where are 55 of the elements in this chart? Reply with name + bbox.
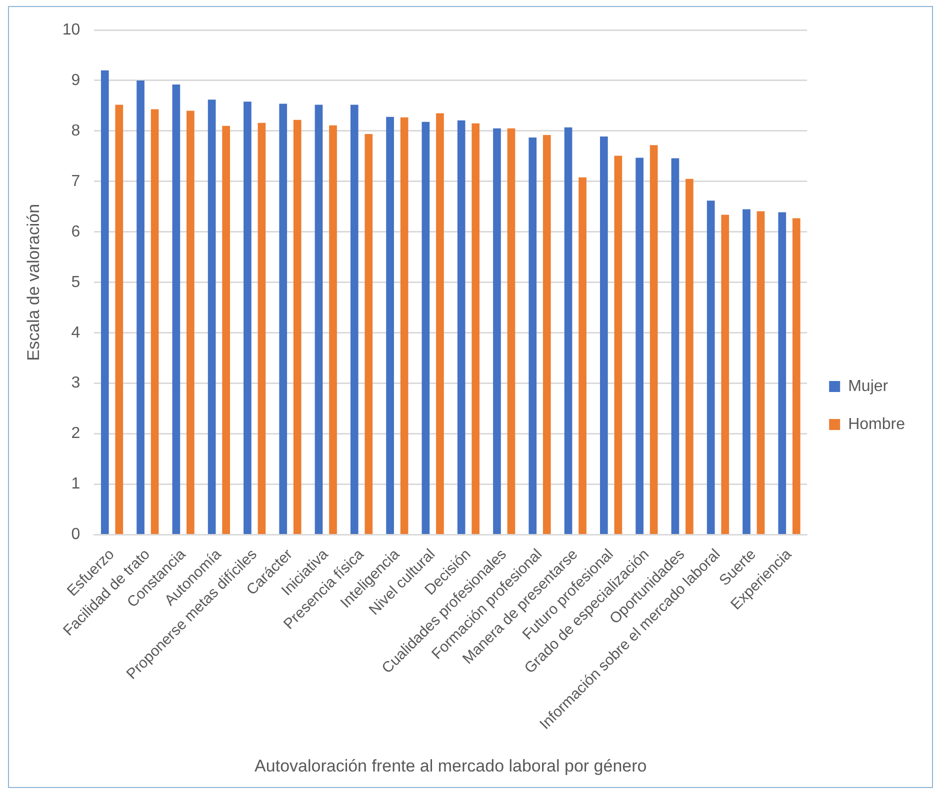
bar [258, 122, 266, 534]
y-tick-label: 1 [71, 476, 80, 493]
bar [386, 116, 394, 534]
bar [314, 104, 323, 534]
bar [636, 158, 644, 534]
y-tick-label: 0 [71, 526, 80, 544]
bar [350, 104, 358, 534]
legend-label: Mujer [848, 378, 889, 395]
bar [792, 218, 800, 534]
bar [472, 123, 480, 534]
bar [671, 158, 680, 534]
bar [686, 178, 694, 534]
y-tick-label: 10 [62, 21, 80, 38]
y-tick-label: 8 [71, 122, 80, 140]
bar [100, 70, 109, 534]
bar [222, 126, 230, 534]
bar [364, 134, 373, 534]
bar [436, 113, 444, 534]
bar [564, 127, 572, 534]
bar [457, 120, 466, 534]
bar [542, 134, 551, 534]
bar [208, 100, 216, 534]
bar [150, 109, 159, 534]
bar [756, 211, 765, 534]
bar [706, 200, 715, 534]
bar [115, 104, 124, 534]
y-tick-label: 2 [71, 425, 80, 442]
legend-label: Hombre [848, 416, 906, 433]
x-axis-title: Autovaloración frente al mercado laboral por género [254, 756, 647, 776]
bar [600, 136, 608, 534]
y-tick-label: 9 [71, 72, 80, 89]
bar [329, 125, 337, 534]
bar [614, 156, 622, 534]
bar [578, 177, 586, 534]
bar [650, 145, 658, 534]
y-axis-title: Escala de valoración [24, 204, 43, 361]
bar [136, 80, 144, 534]
bar [528, 138, 537, 534]
bar [721, 214, 730, 534]
bar [293, 120, 302, 534]
bar [507, 128, 516, 534]
y-tick-label: 5 [71, 274, 80, 291]
y-tick-label: 7 [71, 172, 80, 190]
bar [778, 212, 786, 534]
bar [422, 122, 430, 534]
bar [742, 209, 750, 534]
y-tick-label: 3 [71, 374, 80, 392]
bar [493, 128, 501, 534]
y-tick-label: 4 [71, 324, 80, 342]
bar [186, 110, 194, 534]
bar [400, 117, 408, 534]
bar [172, 84, 180, 534]
y-tick-label: 6 [71, 223, 80, 240]
bar [279, 104, 288, 534]
bar [244, 102, 252, 534]
